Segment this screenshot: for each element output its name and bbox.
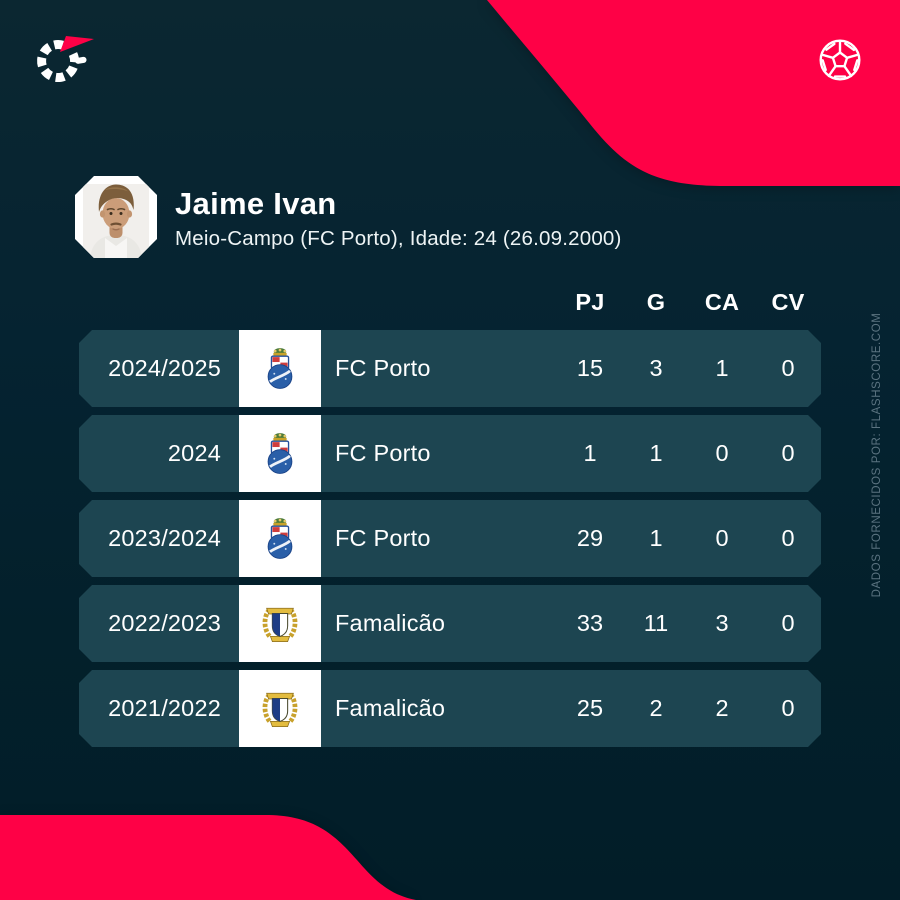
stat-g: 1 bbox=[649, 440, 663, 466]
stat-cv: 0 bbox=[781, 610, 795, 636]
stat-ca: 0 bbox=[715, 440, 729, 466]
club-name: FC Porto bbox=[335, 440, 431, 466]
player-name: Jaime Ivan bbox=[175, 186, 337, 221]
stat-cv: 0 bbox=[781, 440, 795, 466]
stat-cv: 0 bbox=[781, 525, 795, 551]
stat-ca: 2 bbox=[715, 695, 729, 721]
club-crest-cell bbox=[239, 585, 321, 662]
club-name: Famalicão bbox=[335, 610, 446, 636]
stat-g: 1 bbox=[649, 525, 663, 551]
top-right-accent-shape bbox=[487, 0, 900, 186]
soccer-ball-icon bbox=[819, 39, 861, 81]
club-crest-cell bbox=[239, 330, 321, 407]
fc-porto-crest-icon bbox=[261, 516, 299, 561]
table-row: 2024/2025 FC Porto 15 3 1 0 bbox=[79, 330, 821, 407]
club-name: FC Porto bbox=[335, 525, 431, 551]
stats-table-header: PJ G CA CV bbox=[79, 287, 821, 317]
stat-pj: 1 bbox=[583, 440, 597, 466]
table-row: 2021/2022 Famalicão 25 2 2 0 bbox=[79, 670, 821, 747]
header-ca: CA bbox=[704, 288, 740, 315]
bottom-left-accent-shape bbox=[0, 815, 416, 900]
header-g: G bbox=[646, 288, 666, 315]
table-row: 2024 FC Porto 1 1 0 0 bbox=[79, 415, 821, 492]
famalicao-crest-icon bbox=[258, 603, 302, 645]
attribution-text: DADOS FORNECIDOS POR: FLASHSCORE.COM bbox=[871, 312, 883, 598]
stat-ca: 1 bbox=[715, 355, 729, 381]
stat-cv: 0 bbox=[781, 355, 795, 381]
stat-ca: 3 bbox=[715, 610, 729, 636]
club-crest-cell bbox=[239, 415, 321, 492]
flashscore-logo-icon bbox=[37, 36, 94, 83]
stat-g: 2 bbox=[649, 695, 663, 721]
club-name: Famalicão bbox=[335, 695, 446, 721]
table-row: 2022/2023 Famalicão 33 11 3 0 bbox=[79, 585, 821, 662]
player-photo bbox=[75, 176, 157, 258]
player-details: Meio-Campo (FC Porto), Idade: 24 (26.09.… bbox=[175, 227, 622, 250]
stat-pj: 15 bbox=[576, 355, 604, 381]
season-label: 2021/2022 bbox=[108, 695, 221, 721]
club-name: FC Porto bbox=[335, 355, 431, 381]
stat-ca: 0 bbox=[715, 525, 729, 551]
header-pj: PJ bbox=[575, 288, 605, 315]
fc-porto-crest-icon bbox=[261, 346, 299, 391]
stats-table: 2024/2025 FC Porto 15 3 1 0 2024 FC Port… bbox=[79, 330, 821, 755]
stat-pj: 25 bbox=[576, 695, 604, 721]
stat-g: 3 bbox=[649, 355, 663, 381]
stat-cv: 0 bbox=[781, 695, 795, 721]
table-row: 2023/2024 FC Porto 29 1 0 0 bbox=[79, 500, 821, 577]
club-crest-cell bbox=[239, 670, 321, 747]
stat-g: 11 bbox=[643, 610, 669, 636]
famalicao-crest-icon bbox=[258, 688, 302, 730]
season-label: 2024 bbox=[167, 440, 221, 466]
season-label: 2024/2025 bbox=[108, 355, 221, 381]
fc-porto-crest-icon bbox=[261, 431, 299, 476]
season-label: 2022/2023 bbox=[108, 610, 221, 636]
stat-pj: 29 bbox=[576, 525, 604, 551]
season-label: 2023/2024 bbox=[108, 525, 221, 551]
club-crest-cell bbox=[239, 500, 321, 577]
header-cv: CV bbox=[771, 288, 805, 315]
stat-pj: 33 bbox=[576, 610, 604, 636]
